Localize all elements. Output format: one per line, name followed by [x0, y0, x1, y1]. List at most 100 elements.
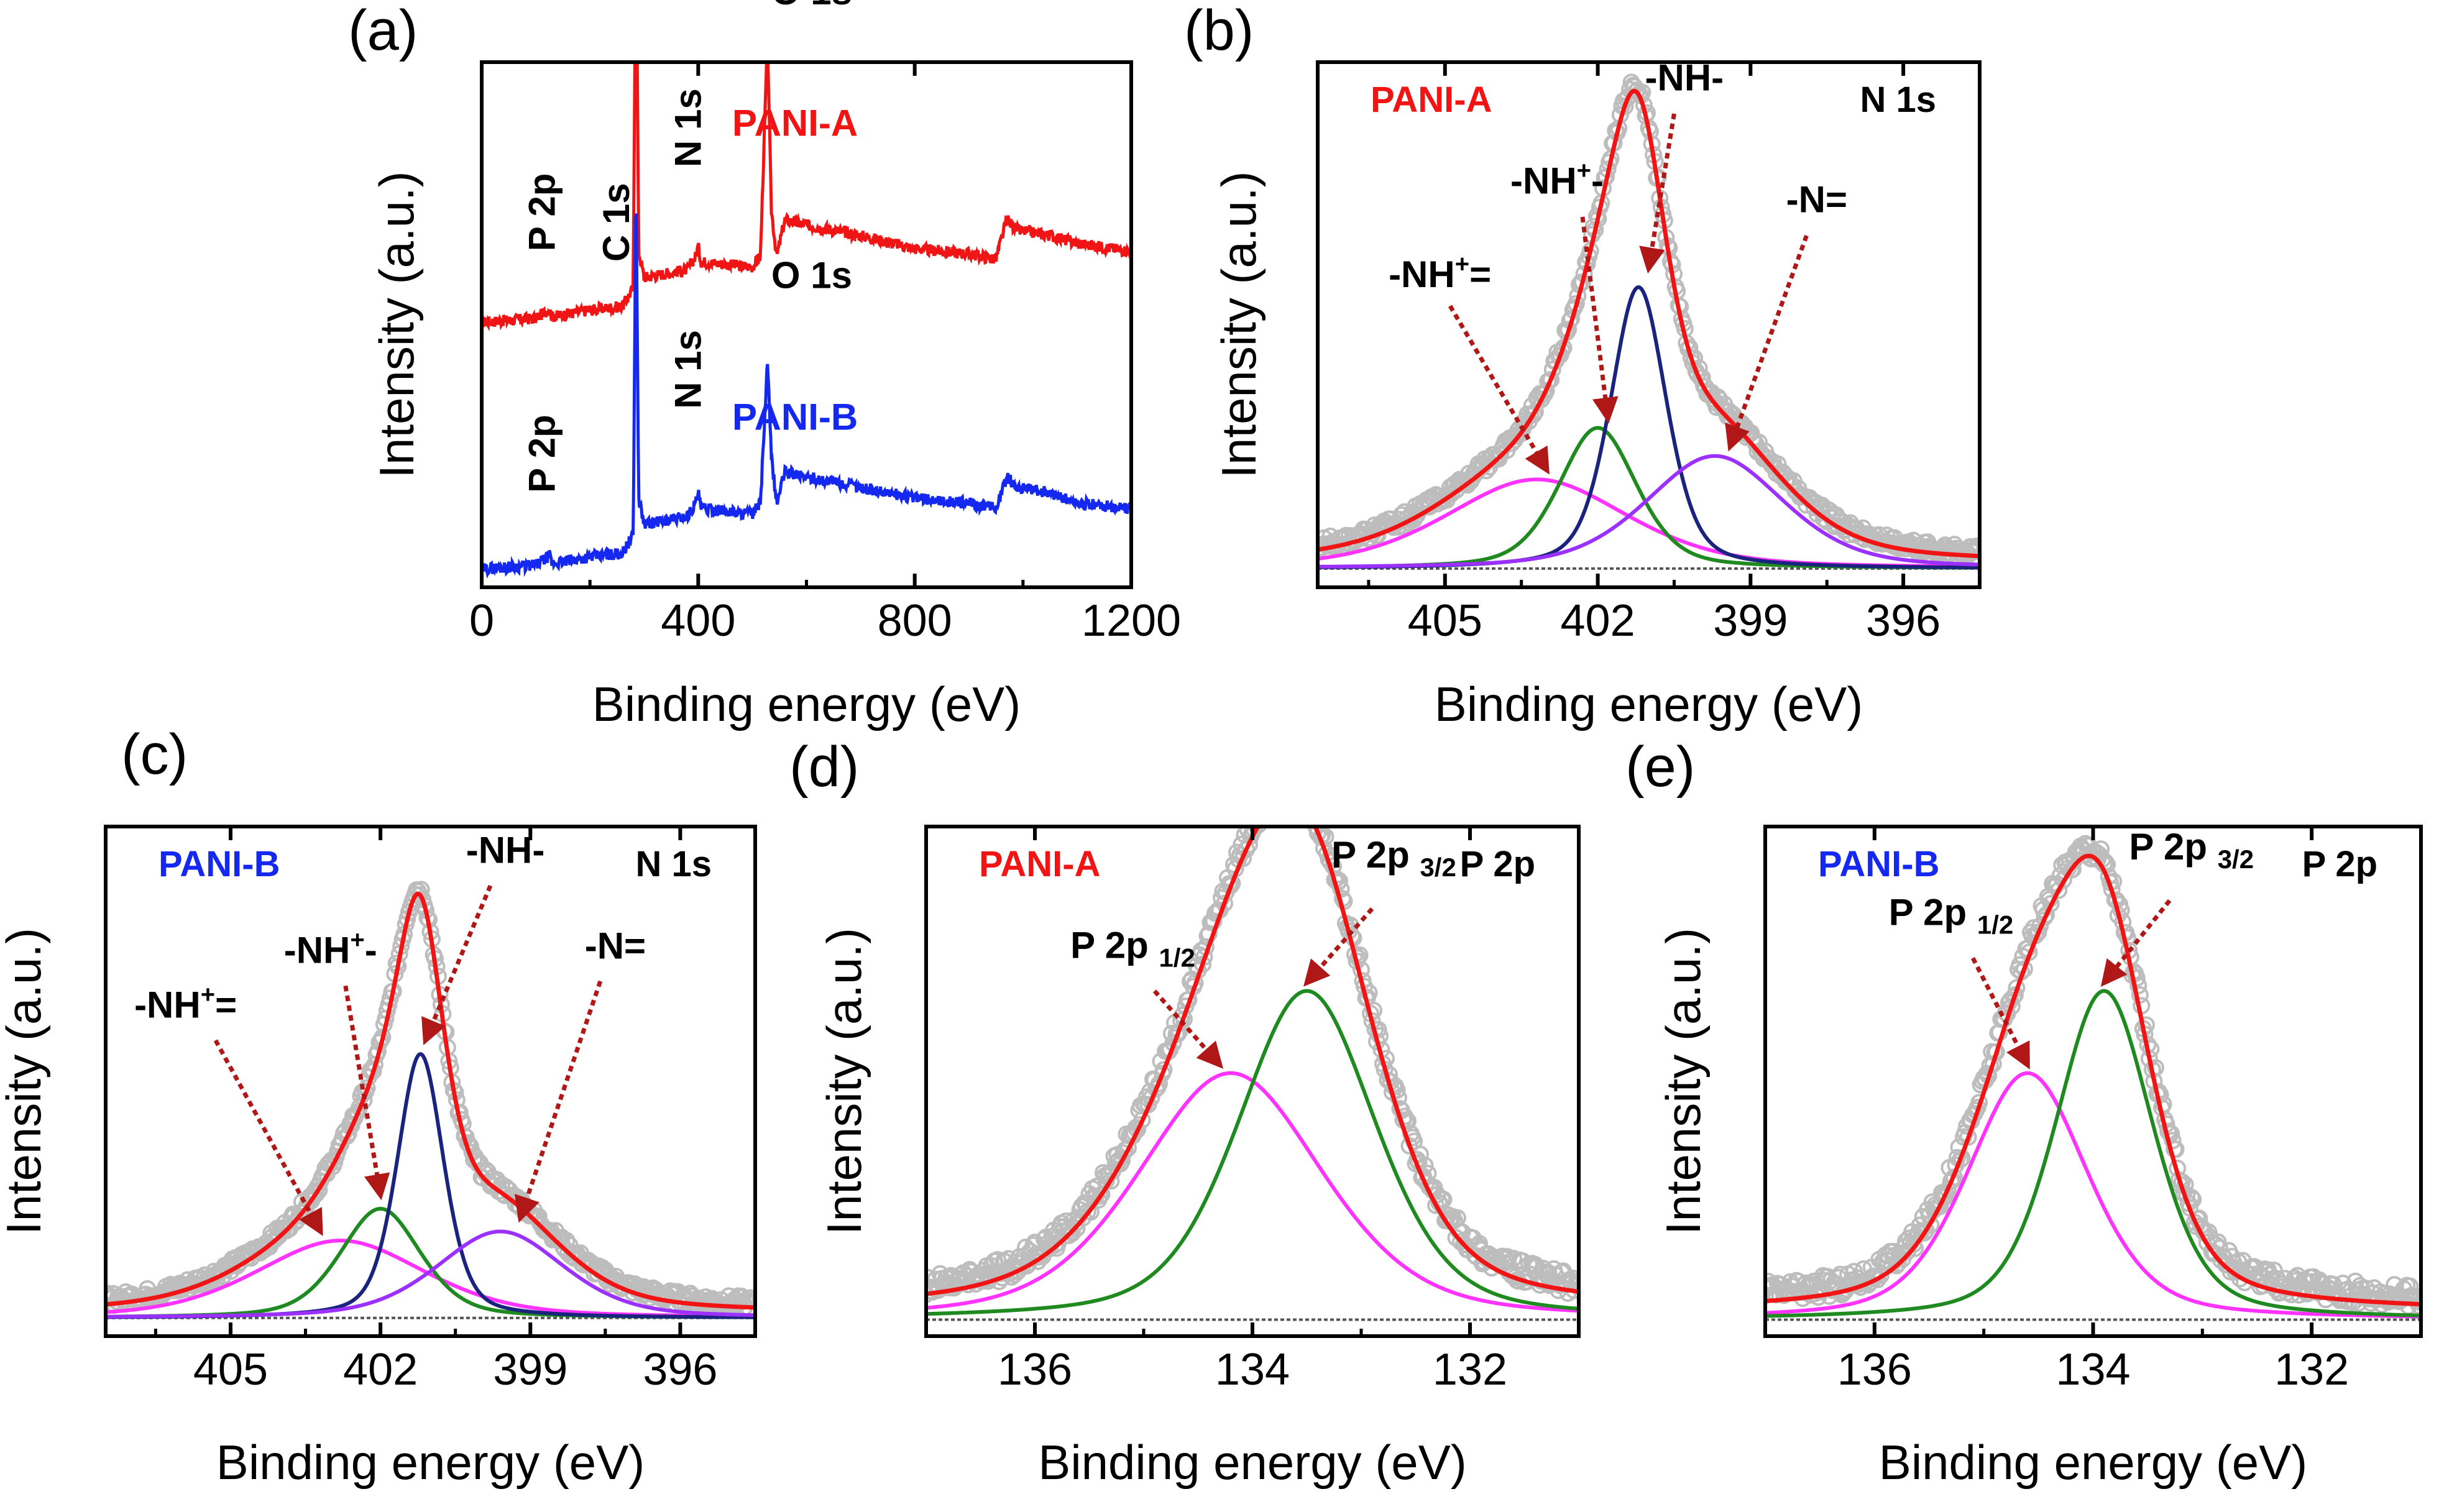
peak-label: P 2p 1/2 — [1889, 892, 2014, 940]
data-point — [2164, 1132, 2182, 1150]
data-point — [1570, 1273, 1579, 1291]
plot-frame — [104, 825, 757, 1338]
x-tick-label: 136 — [1837, 1345, 1912, 1395]
data-point — [1959, 1128, 1977, 1146]
region-label: P 2p — [1460, 844, 1535, 884]
data-point — [1102, 1172, 1120, 1190]
data-point — [1967, 537, 1980, 555]
peak-arrow — [1970, 957, 2030, 1070]
x-tick-label: 1200 — [1082, 596, 1181, 646]
data-point — [1542, 370, 1560, 388]
data-point — [1365, 1001, 1382, 1019]
envelope-fit — [106, 891, 755, 1310]
plot-area — [106, 881, 755, 1319]
peak-label: P 2p 3/2 — [2129, 826, 2254, 874]
data-point — [1868, 1270, 1886, 1288]
peak-annotation: PANI-A — [732, 102, 858, 144]
x-tick-label: 402 — [343, 1345, 418, 1395]
panel-label: (c) — [121, 723, 188, 786]
data-point — [2042, 895, 2060, 913]
x-tick-label: 134 — [1215, 1345, 1290, 1395]
peak-arrow — [343, 985, 390, 1201]
panel-label: (b) — [1184, 0, 1254, 62]
x-tick-label: 132 — [1433, 1345, 1507, 1395]
series-line-pani-a — [482, 62, 1131, 332]
peak-annotation: O 1s — [771, 0, 852, 12]
panel-b: (b) Binding energy (eV) Intensity (a.u.) -N… — [1184, 0, 1982, 731]
x-tick-label: 396 — [1866, 596, 1941, 646]
x-axis-label: Binding energy (eV) — [1879, 1435, 2307, 1490]
panel-c: (c) Binding energy (eV) Intensity (a.u.) -N… — [0, 723, 757, 1490]
data-point — [1360, 984, 1378, 1002]
x-axis-label: Binding energy (eV) — [216, 1435, 645, 1490]
data-point — [1906, 1239, 1924, 1257]
peak-annotation: P 2p — [521, 415, 563, 493]
data-point — [1537, 382, 1555, 400]
region-label: N 1s — [635, 844, 712, 884]
peak-arrow — [213, 1039, 323, 1236]
peak-label: -NH+= — [134, 981, 237, 1026]
panel-d: (d) Binding energy (eV) Intensity (a.u.) P … — [789, 735, 1581, 1490]
x-tick-label: 132 — [2274, 1345, 2349, 1395]
x-tick-label: 405 — [193, 1345, 268, 1395]
panel-a: (a) Binding energy (eV) Intensity (a.u.) P … — [348, 0, 1181, 731]
peak-label: -NH- — [466, 830, 545, 871]
data-point — [1234, 850, 1252, 868]
peak-annotation: C 1s — [595, 183, 637, 262]
plot-area — [926, 827, 1579, 1321]
data-point — [2128, 969, 2146, 987]
x-tick-label: 400 — [661, 596, 735, 646]
sample-label: PANI-B — [158, 844, 280, 884]
data-point — [1155, 1061, 1173, 1079]
peak-arrow — [1303, 907, 1374, 987]
peak-annotation: N 1s — [668, 330, 709, 409]
series-line-pani-b — [482, 213, 1131, 579]
region-label: P 2p — [2302, 844, 2377, 884]
peak-arrow — [1639, 113, 1676, 274]
x-tick-label: 0 — [469, 596, 494, 646]
data-point — [1400, 1137, 1418, 1155]
peak-arrow — [1580, 216, 1619, 424]
sample-label: PANI-B — [1818, 844, 1939, 884]
region-label: N 1s — [1860, 80, 1936, 120]
data-point — [1216, 894, 1233, 912]
x-tick-label: 134 — [2055, 1345, 2130, 1395]
x-tick-label: 396 — [643, 1345, 717, 1395]
envelope-fit — [1318, 88, 1979, 559]
component-peak — [1765, 989, 2420, 1318]
data-point — [2129, 976, 2147, 994]
data-point — [1331, 872, 1348, 890]
x-tick-label: 399 — [493, 1345, 567, 1395]
data-point — [1250, 827, 1267, 833]
component-peak — [926, 989, 1579, 1316]
plot-area — [482, 62, 1131, 579]
component-peak — [1765, 1071, 2420, 1319]
peak-arrow — [1152, 989, 1224, 1069]
data-point — [1129, 1120, 1146, 1139]
peak-annotation: O 1s — [771, 254, 852, 296]
panel-label: (e) — [1625, 735, 1695, 799]
panel-label: (a) — [348, 0, 418, 62]
x-tick-label: 402 — [1561, 596, 1635, 646]
x-axis-label: Binding energy (eV) — [1435, 677, 1863, 731]
plot-frame — [1316, 60, 1982, 589]
peak-label: -NH+- — [1510, 157, 1604, 201]
plot-area — [1765, 835, 2421, 1321]
data-point — [1091, 1187, 1109, 1205]
data-point — [1323, 847, 1341, 865]
y-axis-label: Intensity (a.u.) — [817, 928, 871, 1235]
x-tick-label: 399 — [1713, 596, 1788, 646]
peak-arrow — [2100, 899, 2172, 987]
plot-area — [1318, 73, 1980, 570]
data-point — [2146, 1059, 2164, 1077]
y-axis-label: Intensity (a.u.) — [0, 928, 51, 1235]
data-point — [2015, 960, 2033, 978]
sample-label: PANI-A — [1371, 80, 1492, 120]
peak-arrow — [1448, 305, 1550, 475]
peak-annotation: P 2p — [521, 173, 563, 252]
data-point — [2006, 986, 2024, 1004]
data-point — [2064, 860, 2082, 878]
data-point — [1616, 98, 1634, 116]
peak-label: -N= — [1786, 178, 1847, 220]
panel-label: (d) — [789, 735, 859, 799]
